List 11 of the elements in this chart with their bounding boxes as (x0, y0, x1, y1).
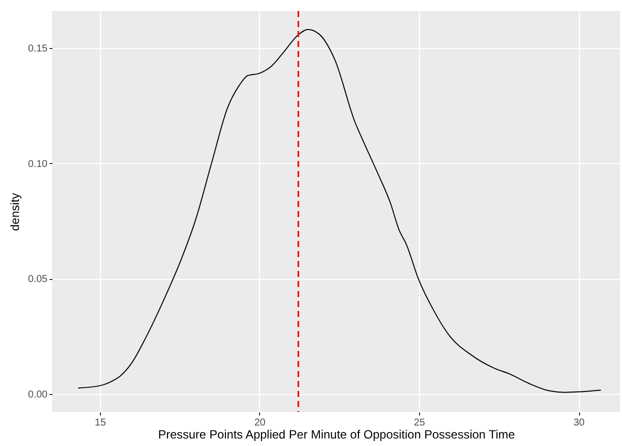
x-tick-label: 15 (94, 418, 106, 428)
x-tick-label: 20 (254, 418, 266, 428)
x-axis-title: Pressure Points Applied Per Minute of Opposition Possession Time (158, 428, 516, 442)
x-tick-label: 25 (414, 418, 426, 428)
x-tick-label: 30 (573, 418, 586, 428)
y-tick-label: 0.10 (28, 158, 48, 170)
line-series (78, 28, 602, 393)
y-tick-label: 0.15 (28, 43, 48, 54)
y-axis-title: density (8, 192, 22, 232)
y-tick-label: 0.00 (28, 390, 48, 401)
y-tick-label: 0.05 (28, 274, 48, 286)
